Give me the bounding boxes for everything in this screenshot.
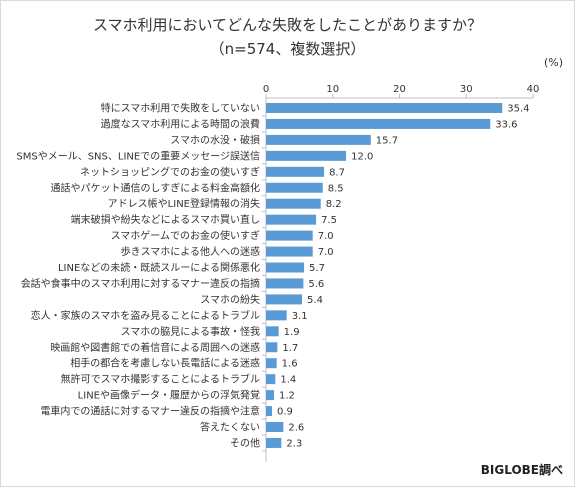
value-label: 8.7 <box>329 167 345 178</box>
bar <box>266 214 317 225</box>
category-label: 相手の都合を考慮しない長電話による迷惑 <box>70 357 260 370</box>
bar <box>266 326 279 337</box>
value-label: 1.9 <box>284 327 300 338</box>
value-label: 1.6 <box>282 359 298 370</box>
bar <box>266 374 276 385</box>
category-label: スマホの水没・破損 <box>170 133 260 146</box>
value-label: 7.0 <box>318 247 334 258</box>
x-tick-label: 10 <box>326 84 339 95</box>
chart-subtitle: （n=574、複数選択） <box>209 40 366 58</box>
value-label: 7.0 <box>318 231 334 242</box>
category-label: 特にスマホ利用で失敗をしていない <box>101 102 260 115</box>
bar <box>266 406 273 417</box>
bar <box>266 358 277 369</box>
category-label: 無許可でスマホ撮影することによるトラブル <box>61 373 260 386</box>
value-label: 5.6 <box>308 279 324 290</box>
category-label: その他 <box>230 436 260 449</box>
value-label: 3.1 <box>292 311 308 322</box>
bar <box>266 103 503 113</box>
source-label: BIGLOBE調べ <box>480 463 563 477</box>
bar <box>266 198 321 209</box>
bar <box>266 246 313 257</box>
value-label: 33.6 <box>495 119 517 130</box>
value-label: 7.5 <box>321 215 337 226</box>
bar <box>266 134 371 145</box>
category-label: 歩きスマホによる他人への迷惑 <box>121 245 260 258</box>
value-label: 5.7 <box>309 263 325 274</box>
value-label: 1.4 <box>280 375 296 386</box>
x-tick-label: 30 <box>460 84 473 95</box>
category-label: 答えたくない <box>200 421 260 434</box>
chart-title: スマホ利用においてどんな失敗をしたことがありますか？ <box>92 16 483 34</box>
value-label: 2.3 <box>286 438 302 449</box>
x-tick-label: 40 <box>527 84 540 95</box>
x-tick-label: 0 <box>263 84 269 95</box>
category-label: 過度なスマホ利用による時間の浪費 <box>101 117 260 130</box>
value-label: 8.2 <box>326 199 342 210</box>
value-label: 8.5 <box>328 183 344 194</box>
bar <box>266 230 313 241</box>
category-label: 会話や食事中のスマホ利用に対するマナー違反の指摘 <box>21 277 260 290</box>
category-label: LINEなどの未読・既読スルーによる関係悪化 <box>58 261 260 274</box>
category-label: LINEや画像データ・履歴からの浮気発覚 <box>78 389 260 402</box>
category-label: アドレス帳やLINE登録情報の消失 <box>108 197 260 210</box>
bar <box>266 182 323 193</box>
x-tick-label: 20 <box>393 84 406 95</box>
category-label: 電車内での通話に対するマナー違反の指摘や注意 <box>40 405 260 418</box>
value-label: 15.7 <box>376 135 398 146</box>
bar <box>266 118 491 129</box>
bar <box>266 310 287 321</box>
bar <box>266 166 325 177</box>
unit-label: (%) <box>544 56 564 69</box>
value-label: 0.9 <box>277 407 293 418</box>
bar <box>266 150 347 161</box>
bar <box>266 390 275 401</box>
bar <box>266 342 278 353</box>
bar <box>266 294 303 305</box>
category-label: 端末破損や紛失などによるスマホ買い直し <box>71 213 260 226</box>
category-label: ネットショッピングでのお金の使いすぎ <box>80 165 260 178</box>
bar <box>266 422 284 432</box>
value-label: 1.2 <box>279 391 295 402</box>
bar <box>266 437 282 448</box>
bar <box>266 278 304 289</box>
value-label: 35.4 <box>507 104 529 115</box>
bar <box>266 262 305 273</box>
value-label: 12.0 <box>351 151 373 162</box>
value-label: 2.6 <box>288 423 304 434</box>
category-label: スマホの紛失 <box>200 293 260 306</box>
value-label: 5.4 <box>307 295 323 306</box>
category-label: 恋人・家族のスマホを盗み見ることによるトラブル <box>31 309 260 322</box>
value-label: 1.7 <box>282 343 298 354</box>
category-label: SMSやメール、SNS、LINEでの重要メッセージ誤送信 <box>16 149 260 162</box>
category-label: 映画館や図書館での着信音による周囲への迷惑 <box>50 341 260 354</box>
category-label: スマホゲームでのお金の使いすぎ <box>111 229 260 242</box>
category-label: スマホの脇見による事故・怪我 <box>121 325 260 338</box>
category-label: 通話やパケット通信のしすぎによる料金高額化 <box>51 181 261 194</box>
